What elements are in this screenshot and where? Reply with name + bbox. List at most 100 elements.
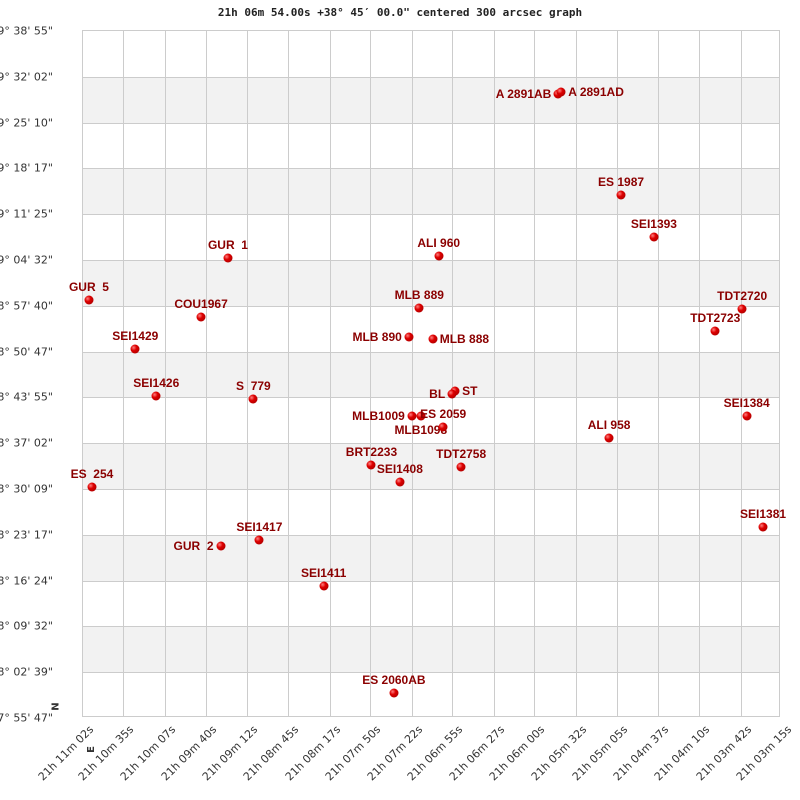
y-gridline — [83, 626, 779, 628]
y-tick-label: +38° 57' 40" — [0, 299, 53, 313]
star-point — [604, 433, 614, 443]
x-gridline — [616, 31, 618, 716]
star-point — [434, 251, 444, 261]
star-point — [556, 87, 566, 97]
star-label: GUR 5 — [68, 280, 109, 294]
star-label: MLB1098 — [394, 423, 448, 438]
star-point — [223, 253, 233, 263]
star-label: ES 2059 — [420, 407, 467, 421]
y-tick-label: +38° 37' 02" — [0, 436, 53, 450]
star-point — [414, 303, 424, 313]
x-gridline — [494, 31, 496, 716]
star-label: ES 1987 — [598, 174, 645, 189]
star-label: MLB 888 — [439, 331, 490, 346]
star-label: MLB 889 — [394, 287, 444, 302]
star-point — [416, 411, 426, 421]
star-label: A 2891AB — [495, 86, 552, 101]
star-point — [742, 411, 752, 421]
star-point — [649, 232, 659, 242]
star-label: SEI1417 — [236, 520, 283, 535]
star-point — [428, 334, 438, 344]
star-label: SEI1384 — [723, 396, 770, 411]
star-label: SEI1429 — [112, 328, 159, 343]
star-label: SEI1411 — [300, 565, 347, 580]
x-gridline — [205, 31, 207, 716]
grid-band — [83, 168, 779, 215]
star-label: ES 254 — [70, 466, 114, 481]
y-gridline — [83, 489, 779, 491]
star-point — [758, 522, 768, 532]
y-tick-label: +38° 16' 24" — [0, 574, 53, 588]
star-label: ES 2060AB — [362, 673, 426, 688]
y-gridline — [83, 305, 779, 307]
grid-band — [83, 626, 779, 673]
star-point — [447, 389, 457, 399]
y-tick-label: +39° 32' 02" — [0, 70, 53, 84]
star-point — [710, 326, 720, 336]
y-tick-label: +38° 23' 17" — [0, 528, 53, 542]
grid-band — [83, 76, 779, 123]
y-tick-label: +39° 25' 10" — [0, 116, 53, 130]
y-gridline — [83, 672, 779, 674]
star-label: ALI 960 — [417, 236, 461, 251]
star-point — [196, 312, 206, 322]
x-gridline — [369, 31, 371, 716]
star-label: MLB1009 — [352, 409, 405, 424]
x-gridline — [411, 31, 413, 716]
y-tick-label: +38° 02' 39" — [0, 665, 53, 679]
y-gridline — [83, 122, 779, 124]
x-gridline — [698, 31, 700, 716]
star-point — [395, 477, 405, 487]
chart-title: 21h 06m 54.00s +38° 45′ 00.0" centered 3… — [217, 6, 583, 19]
plot-area: +39° 38' 55" +39° 32' 02" +39° 25' 10" +39°… — [0, 25, 794, 784]
star-point — [87, 482, 97, 492]
y-gridline — [83, 443, 779, 445]
star-point — [248, 394, 258, 404]
y-tick-label: +38° 43' 55" — [0, 390, 53, 404]
y-tick-label: +38° 50' 47" — [0, 345, 53, 359]
y-gridline — [83, 76, 779, 78]
star-label: BRT2233 — [345, 444, 398, 459]
y-tick-label: +39° 04' 32" — [0, 253, 53, 267]
north-label: N — [50, 702, 62, 711]
x-gridline — [740, 31, 742, 716]
x-gridline — [247, 31, 249, 716]
star-point — [84, 295, 94, 305]
y-tick-label: +38° 30' 09" — [0, 482, 53, 496]
y-gridline — [83, 534, 779, 536]
grid-band — [83, 534, 779, 581]
star-point — [151, 391, 161, 401]
star-point — [216, 541, 225, 551]
star-label: A 2891AD — [568, 84, 624, 99]
star-label: COU1967 — [174, 296, 228, 311]
star-point — [438, 422, 448, 432]
star-label: ALI 958 — [587, 418, 631, 432]
x-gridline — [534, 31, 536, 716]
y-gridline — [83, 168, 779, 170]
star-label: SEI1381 — [740, 506, 787, 521]
star-point — [616, 190, 626, 200]
star-label: SEI1426 — [133, 376, 180, 391]
star-point — [254, 535, 264, 545]
star-label: BL — [429, 387, 446, 402]
x-gridline — [329, 31, 331, 716]
star-point — [366, 460, 376, 470]
grid-band — [83, 260, 779, 306]
star-label: MLB 890 — [352, 329, 402, 344]
y-tick-label: +38° 09' 32" — [0, 619, 53, 633]
y-gridline — [83, 214, 779, 216]
x-gridline — [452, 31, 454, 716]
x-gridline — [658, 31, 660, 716]
y-tick-label: +39° 11' 25" — [0, 207, 53, 221]
star-label: TDT2758 — [436, 446, 487, 461]
east-label: E — [85, 746, 97, 753]
star-point — [456, 462, 466, 472]
star-label: GUR 2 — [173, 539, 214, 554]
y-tick-label: +39° 18' 17" — [0, 161, 53, 175]
y-gridline — [83, 351, 779, 353]
star-point — [319, 581, 329, 591]
y-tick-label: +39° 38' 55" — [0, 24, 53, 38]
star-label: TDT2723 — [690, 310, 741, 325]
x-gridline — [165, 31, 167, 716]
star-point — [407, 411, 417, 421]
